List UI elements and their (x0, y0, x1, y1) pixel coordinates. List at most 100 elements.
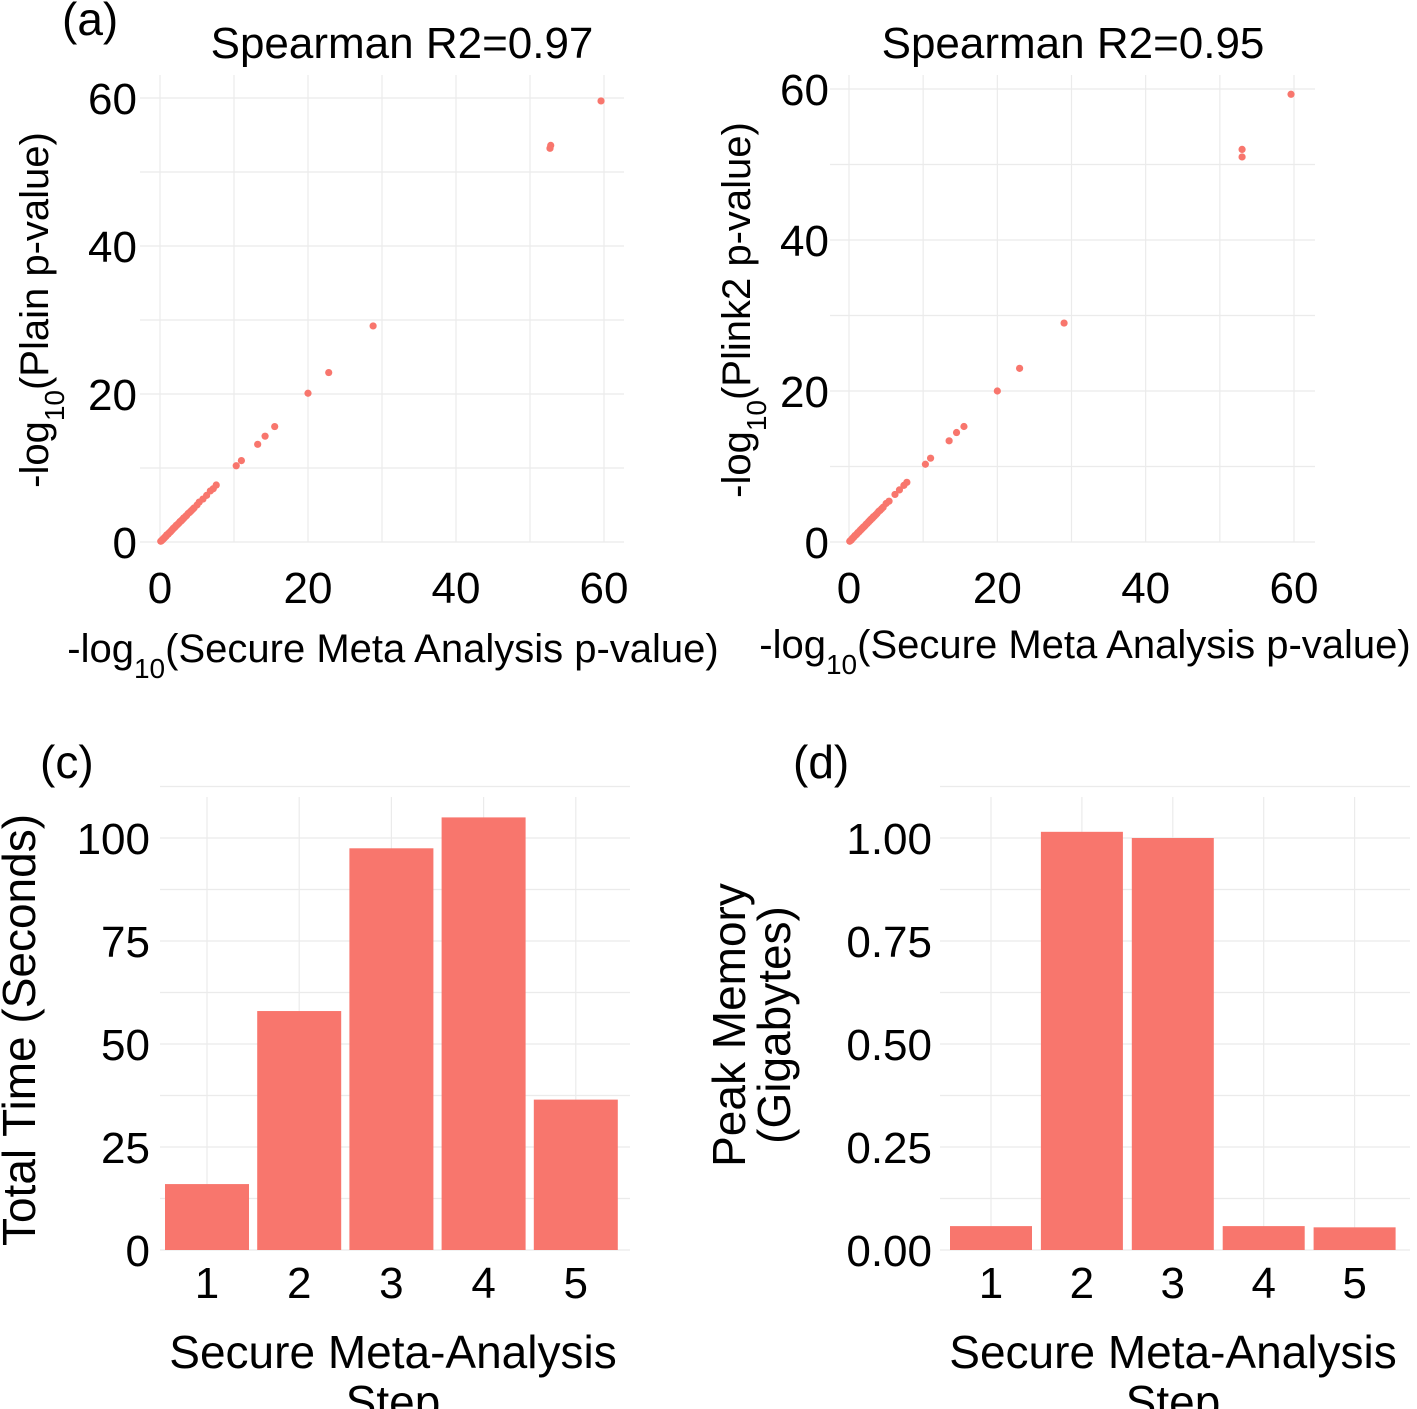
y-tick-label: 40 (88, 223, 137, 272)
panel-label: (c) (40, 736, 94, 788)
x-axis-title-suffix: (Secure Meta Analysis p-value) (165, 627, 719, 671)
x-axis-title-prefix: -log (759, 623, 826, 667)
data-point (953, 429, 960, 436)
figure: 0 20 40 600204060Spearman R2=0.97(a)-log10(… (0, 0, 1417, 1409)
data-point (885, 498, 892, 505)
y-axis-title-prefix: -log (13, 421, 57, 488)
panel-b-gridlines (830, 75, 1315, 542)
y-tick-label: 20 (780, 368, 829, 417)
x-tick-label: 40 (432, 564, 481, 613)
data-point (370, 322, 377, 329)
y-tick-label: 25 (101, 1124, 150, 1173)
y-tick-label: 60 (88, 75, 137, 124)
y-tick-label: 75 (101, 918, 150, 967)
y-tick-label: 40 (780, 217, 829, 266)
data-point (927, 455, 934, 462)
x-axis-title-prefix: -log (67, 627, 134, 671)
x-tick-label: 3 (1161, 1259, 1185, 1308)
x-tick-label: 20 (973, 564, 1022, 613)
data-point (960, 423, 967, 430)
chart-title: Spearman R2=0.97 (211, 19, 594, 68)
x-axis-title: Secure Meta-Analysis (949, 1326, 1396, 1378)
bar-step-1 (950, 1226, 1032, 1250)
data-point (903, 479, 910, 486)
panel-label: (a) (62, 0, 118, 45)
x-tick-label: 60 (580, 564, 629, 613)
data-point (922, 461, 929, 468)
panel-b-points (846, 91, 1294, 545)
bar-step-4 (1223, 1226, 1305, 1250)
y-tick-label: 0.75 (846, 918, 932, 967)
panel-a-points (157, 97, 605, 545)
bar-step-1 (165, 1184, 249, 1250)
y-tick-label: 100 (77, 815, 150, 864)
bar-step-2 (1041, 832, 1123, 1250)
x-axis-title-suffix: (Secure Meta Analysis p-value) (857, 623, 1411, 667)
x-tick-label: 3 (379, 1259, 403, 1308)
y-tick-label: 60 (780, 66, 829, 115)
x-tick-label: 40 (1121, 564, 1170, 613)
y-axis-title: -log10(Plink2 p-value) (715, 122, 772, 498)
data-point (547, 142, 554, 149)
x-tick-label: 4 (471, 1259, 495, 1308)
y-axis-title-suffix: (Plink2 p-value) (715, 122, 759, 400)
x-tick-label: 5 (1342, 1259, 1366, 1308)
x-tick-label: 4 (1251, 1259, 1275, 1308)
x-tick-label: 2 (287, 1259, 311, 1308)
panel-label: (d) (793, 736, 849, 788)
data-point (254, 441, 261, 448)
y-tick-label: 0 (805, 519, 829, 568)
bar-step-5 (534, 1100, 618, 1250)
x-axis-title: Secure Meta-Analysis (169, 1326, 616, 1378)
y-axis-title-subscript: 10 (39, 390, 70, 421)
bar-step-2 (257, 1011, 341, 1250)
data-point (261, 433, 268, 440)
data-point (238, 457, 245, 464)
y-axis-title-suffix: (Plain p-value) (13, 132, 57, 390)
x-tick-label: 2 (1070, 1259, 1094, 1308)
data-point (271, 423, 278, 430)
x-axis-title-line2: Step (1126, 1376, 1221, 1409)
data-point (213, 481, 220, 488)
y-tick-label: 1.00 (846, 815, 932, 864)
y-axis-title-prefix: -log (715, 431, 759, 498)
y-tick-label: 50 (101, 1021, 150, 1070)
y-axis-title-line2: (Gigabytes) (748, 906, 800, 1144)
data-point (1060, 319, 1067, 326)
x-axis-title-subscript: 10 (134, 653, 165, 684)
panel-d-bars (950, 832, 1396, 1250)
data-point (1287, 91, 1294, 98)
x-axis-title: -log10(Secure Meta Analysis p-value) (759, 623, 1410, 680)
y-tick-label: 0.50 (846, 1021, 932, 1070)
y-axis-title: Total Time (Seconds) (0, 814, 45, 1246)
y-tick-label: 0 (126, 1227, 150, 1276)
x-tick-label: 1 (195, 1259, 219, 1308)
y-tick-label: 0.00 (846, 1227, 932, 1276)
x-tick-label: 20 (284, 564, 333, 613)
y-tick-label: 0.25 (846, 1124, 932, 1173)
data-point (1238, 146, 1245, 153)
data-point (946, 437, 953, 444)
x-tick-label: 1 (979, 1259, 1003, 1308)
data-point (233, 462, 240, 469)
x-tick-label: 5 (564, 1259, 588, 1308)
data-point (304, 390, 311, 397)
x-tick-label: 60 (1270, 564, 1319, 613)
x-axis-title-subscript: 10 (826, 649, 857, 680)
bar-step-4 (442, 817, 526, 1250)
x-axis-title: -log10(Secure Meta Analysis p-value) (67, 627, 718, 684)
x-tick-label: 0 (148, 564, 172, 613)
y-axis-title: -log10(Plain p-value) (13, 132, 70, 488)
chart-title: Spearman R2=0.95 (882, 19, 1265, 68)
y-tick-label: 0 (113, 519, 137, 568)
data-point (597, 97, 604, 104)
data-point (994, 387, 1001, 394)
data-point (1238, 153, 1245, 160)
data-point (325, 369, 332, 376)
bar-step-3 (1132, 838, 1214, 1250)
y-axis-title-subscript: 10 (741, 400, 772, 431)
x-axis-title-line2: Step (346, 1376, 441, 1409)
panel-d-bar-chart: 1 2 3 4 5 0.00 0.25 0.50 0.75 1.00 (d) Secure Meta-… (703, 736, 1410, 1409)
